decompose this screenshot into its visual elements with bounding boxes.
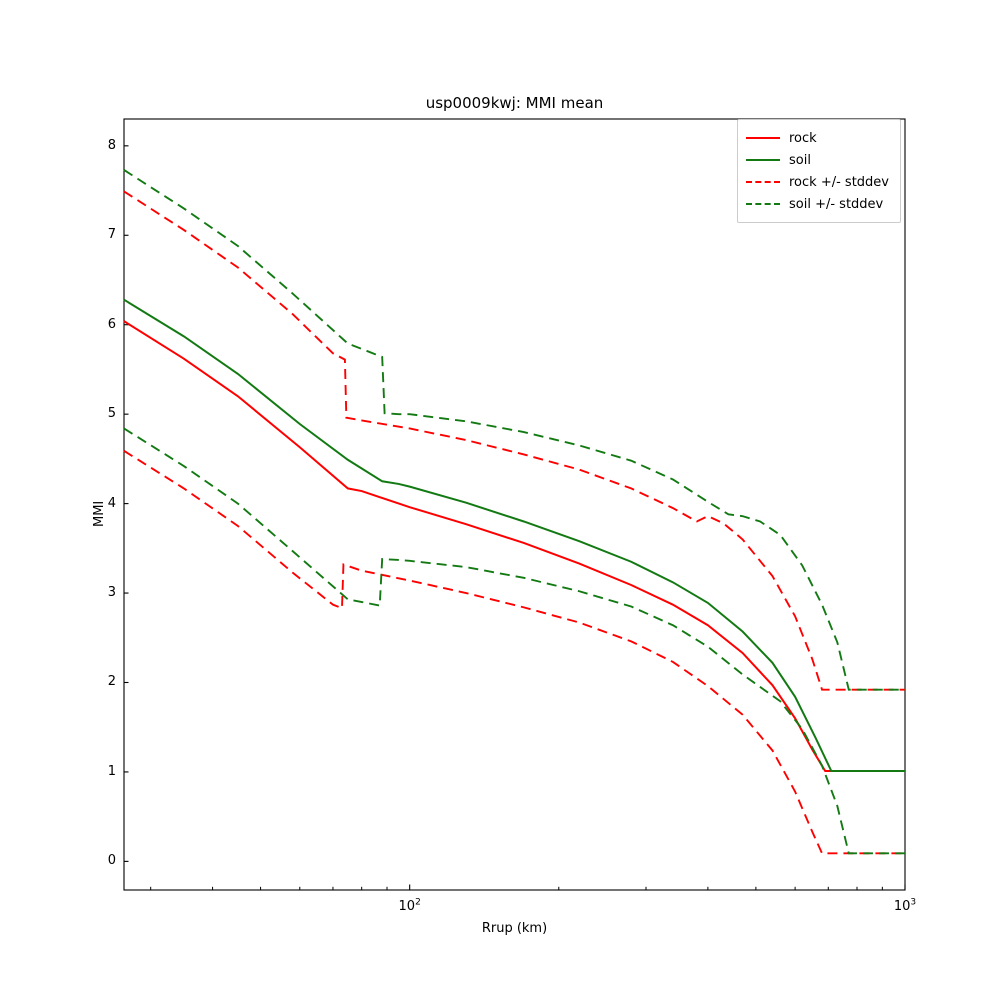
y-tick-label: 0: [88, 853, 116, 869]
y-tick-label: 4: [88, 496, 116, 512]
legend-swatch-soil-stddev: [746, 203, 780, 205]
y-tick-value: 3: [107, 585, 116, 601]
series-line-rock-stddev: [123, 190, 905, 691]
legend-swatch-rock: [746, 137, 780, 139]
y-tick-value: 0: [107, 853, 116, 869]
legend-swatch-rock-stddev: [746, 181, 780, 183]
plot-frame: [123, 118, 906, 891]
chart-legend: rock soil rock +/- stddev soil +/- stdde…: [737, 119, 901, 223]
x-tick-exponent: 3: [910, 897, 917, 908]
x-axis-label: Rrup (km): [481, 921, 548, 936]
series-line-soil-stddev: [123, 169, 905, 691]
axis-ticks: [124, 145, 906, 890]
legend-label-soil-stddev: soil +/- stddev: [789, 196, 884, 212]
page-title: usp0009kwj: MMI mean: [425, 94, 604, 112]
series-line-soil: [123, 298, 905, 773]
x-tick-exponent: 2: [415, 897, 421, 908]
legend-item: rock +/- stddev: [746, 171, 892, 193]
legend-item: soil +/- stddev: [746, 193, 892, 215]
y-tick-label: 8: [88, 138, 116, 154]
y-tick-label: 6: [88, 317, 116, 333]
series-line-rock: [123, 320, 905, 773]
y-tick-label: 2: [88, 674, 116, 690]
series-line-rock-stddev: [123, 450, 905, 855]
y-tick-value: 7: [107, 227, 116, 243]
x-tick-label: 102: [398, 897, 421, 914]
y-tick-value: 4: [107, 495, 116, 511]
y-tick-label: 1: [88, 764, 116, 780]
y-tick-value: 1: [107, 763, 116, 779]
y-tick-value: 2: [107, 674, 116, 690]
y-tick-label: 3: [88, 585, 116, 601]
legend-item: soil: [746, 149, 892, 171]
x-tick-base: 10: [893, 899, 911, 914]
x-tick-base: 10: [398, 899, 416, 914]
legend-swatch-soil: [746, 159, 780, 161]
legend-item: rock: [746, 127, 892, 149]
legend-label-soil: soil: [789, 152, 811, 168]
legend-label-rock: rock: [789, 130, 817, 146]
y-tick-label: 5: [88, 406, 116, 422]
y-tick-label: 7: [88, 227, 116, 243]
y-tick-value: 6: [107, 316, 116, 332]
y-tick-value: 5: [107, 406, 116, 422]
series-line-soil-stddev: [123, 427, 905, 855]
data-series-layer: [123, 169, 905, 855]
y-tick-value: 8: [107, 137, 116, 153]
x-tick-label: 103: [893, 897, 917, 914]
legend-label-rock-stddev: rock +/- stddev: [789, 174, 889, 190]
